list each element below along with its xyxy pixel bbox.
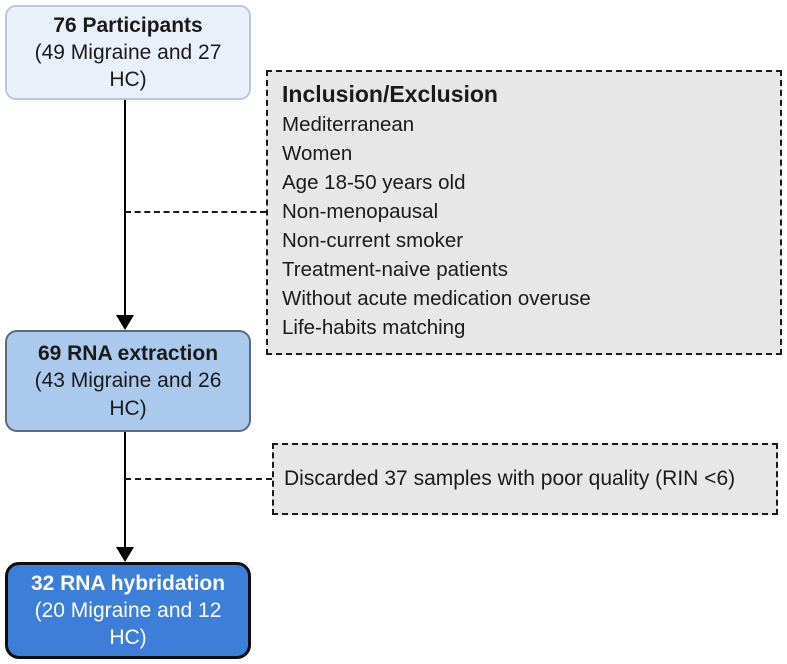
- inclusion-item: Non-current smoker: [282, 229, 464, 252]
- arrow-participants-to-extraction-head: [116, 315, 134, 330]
- participants-node: 76 Participants (49 Migraine and 27 HC): [5, 5, 251, 100]
- rna-extraction-subtitle: (43 Migraine and 26 HC): [34, 369, 222, 420]
- discarded-samples-note: Discarded 37 samples with poor quality (…: [272, 443, 778, 515]
- rna-hybridation-title: 32 RNA hybridation: [30, 571, 226, 595]
- inclusion-item: Life-habits matching: [282, 316, 466, 339]
- inclusion-item: Women: [282, 142, 353, 165]
- inclusion-item: Mediterranean: [282, 113, 415, 136]
- rna-hybridation-subtitle: (20 Migraine and 12 HC): [34, 598, 222, 650]
- participants-subtitle: (49 Migraine and 27 HC): [34, 40, 222, 92]
- rna-extraction-node: 69 RNA extraction (43 Migraine and 26 HC…: [5, 330, 251, 432]
- arrow-participants-to-extraction-line: [124, 100, 126, 318]
- participants-title: 76 Participants: [53, 13, 203, 37]
- inclusion-item: Treatment-naive patients: [282, 258, 508, 281]
- inclusion-item: Without acute medication overuse: [282, 287, 591, 310]
- arrow-extraction-to-hybridation-line: [124, 432, 126, 550]
- dashed-connector-inclusion: [125, 211, 266, 213]
- dashed-connector-discarded: [125, 478, 272, 480]
- arrow-extraction-to-hybridation-head: [116, 547, 134, 562]
- rna-hybridation-node: 32 RNA hybridation (20 Migraine and 12 H…: [5, 562, 251, 659]
- inclusion-item: Non-menopausal: [282, 200, 439, 223]
- inclusion-item: Age 18-50 years old: [282, 171, 466, 194]
- discarded-samples-text: Discarded 37 samples with poor quality (…: [284, 467, 736, 490]
- inclusion-exclusion-title: Inclusion/Exclusion: [282, 81, 498, 107]
- inclusion-exclusion-note: Inclusion/Exclusion Mediterranean Women …: [266, 70, 782, 355]
- rna-extraction-title: 69 RNA extraction: [37, 342, 219, 366]
